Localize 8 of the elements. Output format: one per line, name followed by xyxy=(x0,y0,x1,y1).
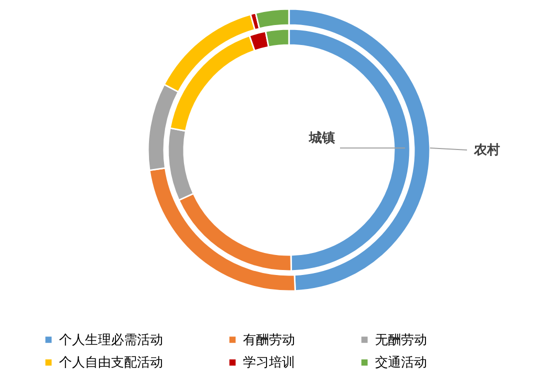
legend-label: 农村 xyxy=(473,143,500,158)
legend-label: 有酬劳动 xyxy=(243,332,295,348)
legend-label: 个人生理必需活动 xyxy=(59,332,163,348)
legend-label: 交通活动 xyxy=(375,354,427,370)
legend-label: 个人自由支配活动 xyxy=(59,356,163,370)
legend-label: 无酬劳动 xyxy=(375,332,427,348)
slice-label: 城镇 xyxy=(308,131,335,146)
legend-label: 学习培训 xyxy=(243,356,295,370)
